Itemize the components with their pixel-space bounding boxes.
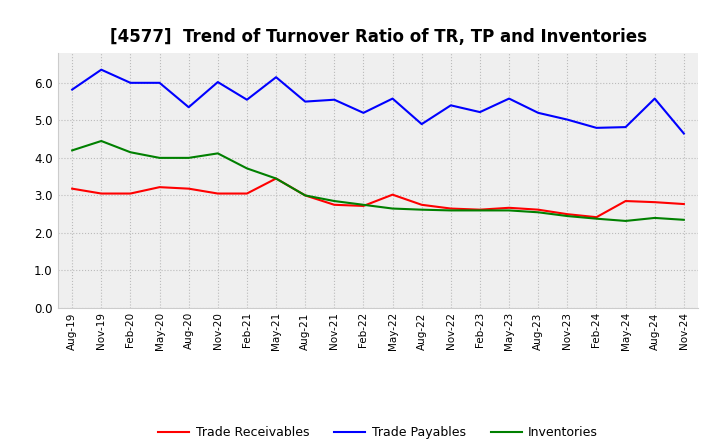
Trade Receivables [126, 191, 135, 196]
Inventories [97, 138, 106, 143]
Trade Receivables [97, 191, 106, 196]
Trade Payables [271, 74, 280, 80]
Trade Payables [184, 105, 193, 110]
Inventories [213, 151, 222, 156]
Trade Payables [301, 99, 310, 104]
Trade Payables [359, 110, 368, 115]
Trade Receivables [156, 184, 164, 190]
Trade Payables [68, 87, 76, 92]
Trade Receivables [418, 202, 426, 207]
Trade Payables [592, 125, 600, 131]
Trade Payables [97, 67, 106, 72]
Trade Receivables [184, 186, 193, 191]
Inventories [271, 176, 280, 181]
Inventories [446, 208, 455, 213]
Trade Payables [418, 121, 426, 127]
Inventories [563, 213, 572, 219]
Inventories [68, 148, 76, 153]
Trade Receivables [505, 205, 513, 210]
Trade Receivables [446, 206, 455, 211]
Trade Payables [446, 103, 455, 108]
Inventories [330, 198, 338, 204]
Trade Receivables [271, 176, 280, 181]
Line: Trade Payables: Trade Payables [72, 70, 684, 133]
Trade Receivables [621, 198, 630, 204]
Trade Payables [476, 110, 485, 115]
Trade Receivables [476, 207, 485, 213]
Trade Payables [213, 80, 222, 85]
Trade Payables [330, 97, 338, 103]
Trade Receivables [592, 215, 600, 220]
Trade Payables [621, 125, 630, 130]
Inventories [534, 210, 543, 215]
Inventories [301, 193, 310, 198]
Trade Receivables [680, 202, 688, 207]
Trade Payables [243, 97, 251, 103]
Legend: Trade Receivables, Trade Payables, Inventories: Trade Receivables, Trade Payables, Inven… [153, 422, 603, 440]
Trade Payables [156, 80, 164, 85]
Trade Receivables [388, 192, 397, 197]
Trade Receivables [301, 193, 310, 198]
Trade Payables [388, 96, 397, 101]
Inventories [243, 166, 251, 171]
Inventories [418, 207, 426, 213]
Trade Payables [505, 96, 513, 101]
Inventories [156, 155, 164, 161]
Line: Trade Receivables: Trade Receivables [72, 179, 684, 217]
Inventories [126, 150, 135, 155]
Trade Receivables [563, 212, 572, 217]
Trade Receivables [213, 191, 222, 196]
Inventories [592, 216, 600, 221]
Trade Payables [126, 80, 135, 85]
Inventories [650, 215, 659, 220]
Inventories [359, 202, 368, 207]
Trade Payables [534, 110, 543, 115]
Inventories [476, 208, 485, 213]
Inventories [388, 206, 397, 211]
Trade Receivables [359, 203, 368, 209]
Trade Payables [563, 117, 572, 122]
Inventories [680, 217, 688, 223]
Trade Payables [680, 131, 688, 136]
Inventories [505, 208, 513, 213]
Trade Receivables [534, 207, 543, 213]
Inventories [184, 155, 193, 161]
Title: [4577]  Trend of Turnover Ratio of TR, TP and Inventories: [4577] Trend of Turnover Ratio of TR, TP… [109, 28, 647, 46]
Trade Payables [650, 96, 659, 101]
Trade Receivables [330, 202, 338, 207]
Trade Receivables [650, 199, 659, 205]
Trade Receivables [68, 186, 76, 191]
Line: Inventories: Inventories [72, 141, 684, 221]
Trade Receivables [243, 191, 251, 196]
Inventories [621, 218, 630, 224]
